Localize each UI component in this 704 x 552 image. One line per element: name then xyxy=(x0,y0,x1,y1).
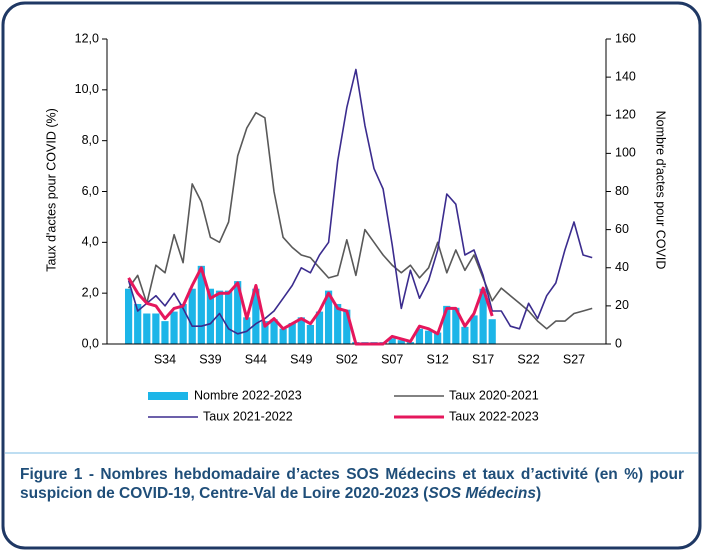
y-tick-label: 10,0 xyxy=(75,82,99,96)
x-tick-label: S17 xyxy=(472,352,494,366)
line xyxy=(127,68,593,335)
bar xyxy=(197,265,205,344)
legend-label: Taux 2022-2023 xyxy=(449,409,539,423)
y-tick-label: 12,0 xyxy=(75,31,99,45)
y-tick-label: 4,0 xyxy=(82,235,99,249)
legend-label: Taux 2020-2021 xyxy=(449,388,539,402)
y2-tick-label: 140 xyxy=(615,69,636,83)
bar xyxy=(143,313,151,344)
bar xyxy=(252,288,260,344)
bar xyxy=(424,330,433,344)
bar xyxy=(324,290,333,344)
x-tick-label: S39 xyxy=(199,352,221,366)
y2-tick-label: 160 xyxy=(615,31,636,45)
caption-close: ) xyxy=(536,485,542,502)
x-tick-label: S34 xyxy=(154,352,176,366)
bar xyxy=(279,328,287,344)
y-tick-label: 0,0 xyxy=(82,336,99,350)
bar xyxy=(206,288,215,344)
bar xyxy=(397,340,405,344)
y2-axis-title: Nombre d'actes pour COVID xyxy=(654,111,668,270)
bar xyxy=(288,323,296,344)
caption: Figure 1 - Nombres hebdomadaire d’actes … xyxy=(20,465,684,503)
bar xyxy=(443,305,451,344)
bar xyxy=(315,311,324,344)
y2-tick-label: 0 xyxy=(615,336,622,350)
bar xyxy=(152,313,160,344)
bar xyxy=(452,307,460,344)
y2-tick-label: 120 xyxy=(615,108,636,122)
bar xyxy=(415,328,424,344)
bar xyxy=(334,303,342,344)
caption-text: Figure 1 - Nombres hebdomadaire d’actes … xyxy=(20,466,684,502)
x-tick-label: S49 xyxy=(290,352,312,366)
y-tick-label: 2,0 xyxy=(82,285,99,299)
bar xyxy=(170,311,178,344)
line xyxy=(127,111,593,330)
bar xyxy=(270,319,278,344)
bar xyxy=(179,303,187,344)
bar xyxy=(434,332,442,344)
bar xyxy=(297,317,305,344)
bar xyxy=(461,326,469,344)
y2-tick-label: 40 xyxy=(615,260,629,274)
y2-tick-label: 60 xyxy=(615,222,629,236)
y-axis-title: Taux d'actes pour COVID (%) xyxy=(44,108,58,272)
bar xyxy=(488,319,496,344)
caption-source: SOS Médecins xyxy=(428,485,537,502)
y2-tick-label: 20 xyxy=(615,298,629,312)
bar xyxy=(234,281,242,344)
bar xyxy=(215,290,224,344)
x-tick-label: S02 xyxy=(336,352,358,366)
bar xyxy=(125,288,133,344)
legend-label: Nombre 2022-2023 xyxy=(194,388,302,402)
x-tick-label: S22 xyxy=(517,352,539,366)
bar xyxy=(188,288,196,344)
bar xyxy=(479,288,487,344)
y2-tick-label: 100 xyxy=(615,146,636,160)
legend-label: Taux 2021-2022 xyxy=(203,409,293,423)
bar xyxy=(161,321,169,344)
bar xyxy=(261,321,269,344)
bar xyxy=(470,315,478,344)
x-tick-label: S07 xyxy=(381,352,403,366)
legend-swatch xyxy=(148,392,188,400)
y-tick-label: 6,0 xyxy=(82,184,99,198)
x-tick-label: S44 xyxy=(245,352,267,366)
bar xyxy=(306,324,314,344)
y-tick-label: 8,0 xyxy=(82,133,99,147)
line xyxy=(127,266,494,346)
bar xyxy=(134,303,142,344)
bar xyxy=(388,338,396,344)
x-tick-label: S27 xyxy=(563,352,585,366)
bar xyxy=(224,290,233,344)
x-tick-label: S12 xyxy=(427,352,449,366)
bar xyxy=(406,342,414,344)
y2-tick-label: 80 xyxy=(615,184,629,198)
bar xyxy=(343,309,351,344)
